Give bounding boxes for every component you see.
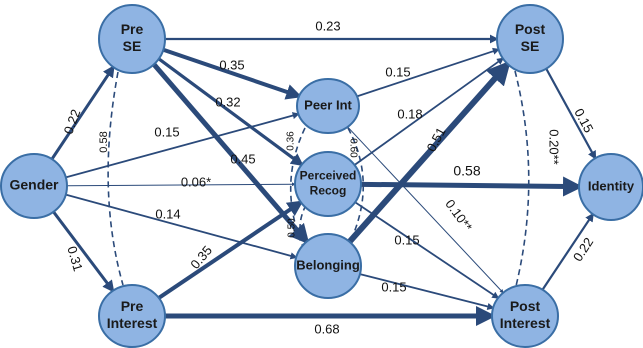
edges-layer xyxy=(50,34,597,326)
path-coefficient-label: 0.15 xyxy=(394,232,419,247)
path-gender-to-pre-interest xyxy=(52,210,115,293)
correlation-pre-se-pre-interest xyxy=(107,71,124,286)
correlation-coefficient-label: 0.50 xyxy=(287,218,298,238)
node-ellipse xyxy=(0,153,68,219)
path-coefficient-label: 0.06* xyxy=(181,174,211,189)
node-label: Perceived xyxy=(300,169,357,183)
path-coefficient-label: 0.23 xyxy=(315,18,340,33)
correlation-peer-int-belonging xyxy=(289,127,306,246)
path-belonging-to-post-interest xyxy=(359,273,495,310)
path-gender-to-peer-int xyxy=(65,112,300,179)
path-pre-se-to-belonging xyxy=(152,62,310,245)
node-ellipse xyxy=(578,153,643,221)
correlation-coefficient-label: 0.36 xyxy=(286,131,297,151)
path-coefficient-label: 0.18 xyxy=(397,106,422,121)
correlation-post-se-post-interest xyxy=(514,70,530,287)
node-label: Interest xyxy=(107,315,158,331)
path-perceived-recog-to-post-se xyxy=(353,57,505,166)
path-coefficient-label: 0.32 xyxy=(215,94,240,109)
path-coefficient-label: 0.68 xyxy=(314,321,339,336)
path-post-se-to-identity xyxy=(545,68,597,160)
path-post-interest-to-identity xyxy=(541,212,594,291)
node-label: SE xyxy=(521,38,540,54)
node-label: Post xyxy=(510,298,541,314)
correlation-coefficient-label: 0.20** xyxy=(547,129,562,164)
node-label: Pre xyxy=(121,21,144,37)
path-coefficient-label: 0.22 xyxy=(570,235,596,264)
path-pre-se-to-peer-int xyxy=(162,47,303,100)
path-coefficient-label: 0.35 xyxy=(219,57,244,72)
path-coefficient-label: 0.31 xyxy=(64,244,85,272)
node-ellipse xyxy=(98,4,166,74)
node-label: Belonging xyxy=(296,257,360,272)
path-coefficient-label: 0.35 xyxy=(187,243,215,272)
path-peer-int-to-post-se xyxy=(356,47,500,98)
node-label: Identity xyxy=(588,178,635,193)
node-ellipse xyxy=(294,151,362,217)
node-label: SE xyxy=(123,38,142,54)
path-coefficient-label: 0.51 xyxy=(423,125,448,154)
correlation-peer-int-belonging xyxy=(347,127,365,245)
node-label: Post xyxy=(515,21,546,37)
node-ellipse xyxy=(294,233,362,299)
node-ellipse xyxy=(491,284,559,348)
path-coefficient-label: 0.15 xyxy=(385,64,410,79)
correlation-coefficient-label: 0.60 xyxy=(347,138,358,158)
path-coefficient-label: 0.58 xyxy=(453,163,480,179)
path-coefficient-label: 0.14 xyxy=(155,206,180,221)
path-peer-int-to-post-interest xyxy=(347,126,504,294)
node-label: Pre xyxy=(121,298,144,314)
node-peer-int: Peer Int xyxy=(296,78,360,134)
path-perceived-recog-to-identity xyxy=(360,176,584,197)
node-ellipse xyxy=(296,78,360,134)
node-label: Peer Int xyxy=(304,97,352,112)
path-coefficient-label: 0.15 xyxy=(381,279,406,294)
node-identity: Identity xyxy=(578,153,643,221)
node-ellipse xyxy=(98,284,166,348)
path-coefficient-label: 0.45 xyxy=(230,151,255,166)
path-coefficient-label: 0.22 xyxy=(61,107,84,136)
path-perceived-recog-to-post-interest xyxy=(354,201,500,299)
node-belonging: Belonging xyxy=(294,233,362,299)
path-coefficient-label: 0.15 xyxy=(154,124,179,139)
correlation-coefficient-label: 0.58 xyxy=(98,131,110,152)
path-gender-to-belonging xyxy=(65,193,298,260)
node-label: Recog xyxy=(310,184,347,198)
path-coefficient-label: 0.10** xyxy=(442,197,475,234)
path-pre-se-to-perceived-recog xyxy=(157,57,304,167)
node-label: Gender xyxy=(9,177,59,193)
path-belonging-to-post-se xyxy=(347,60,511,244)
path-pre-interest-to-perceived-recog xyxy=(157,200,304,300)
node-gender: Gender xyxy=(0,153,68,219)
node-label: Interest xyxy=(500,315,551,331)
path-gender-to-pre-se xyxy=(50,65,115,160)
node-ellipse xyxy=(496,4,564,74)
